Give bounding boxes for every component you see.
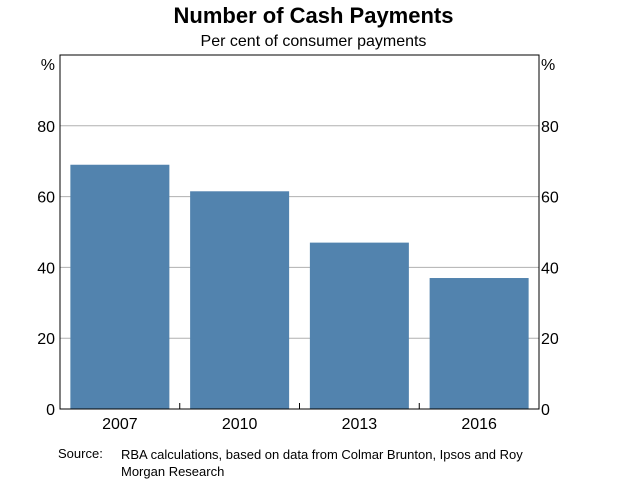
x-tick-label: 2013: [342, 416, 378, 433]
bar-2016: [429, 278, 529, 409]
y-tick-label-left: 80: [37, 119, 55, 136]
y-tick-label-left: 60: [37, 190, 55, 207]
y-unit-right: %: [541, 57, 555, 74]
x-tick-label: 2010: [222, 416, 258, 433]
x-tick-label: 2007: [102, 416, 138, 433]
y-tick-label-right: 0: [541, 402, 550, 419]
y-unit-left: %: [41, 57, 55, 74]
y-tick-label-right: 80: [541, 119, 559, 136]
y-tick-label-right: 40: [541, 260, 559, 277]
chart-title: Number of Cash Payments: [173, 3, 454, 28]
y-tick-label-left: 20: [37, 331, 55, 348]
bar-2013: [309, 242, 409, 409]
y-tick-label-right: 20: [541, 331, 559, 348]
bar-2010: [190, 191, 290, 409]
chart-subtitle: Per cent of consumer payments: [200, 33, 427, 50]
y-tick-label-left: 0: [46, 402, 55, 419]
source-label: Source:: [58, 446, 103, 461]
y-tick-label-left: 40: [37, 260, 55, 277]
x-tick-label: 2016: [461, 416, 497, 433]
source-text: RBA calculations, based on data from Col…: [121, 447, 523, 479]
bar-2007: [70, 164, 170, 409]
y-tick-label-right: 60: [541, 190, 559, 207]
